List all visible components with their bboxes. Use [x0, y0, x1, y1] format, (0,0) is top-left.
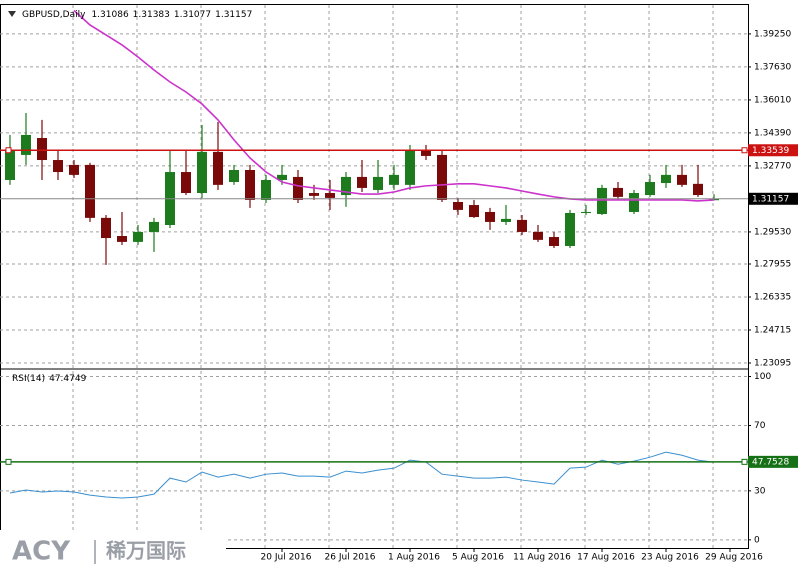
candle-body	[357, 176, 367, 188]
candle-body	[485, 211, 495, 222]
candle-body	[469, 205, 479, 218]
y-tick-label: 1.32770	[754, 161, 791, 171]
level-handle	[5, 147, 12, 154]
y-tick-label: 1.29530	[754, 227, 791, 237]
candle-body	[453, 201, 463, 210]
plot: 20 Jul 2016 26 Jul 2016 1 Aug 2016 5 Aug 20…	[0, 5, 798, 563]
symbol: GBPUSD,Daily	[22, 10, 86, 20]
candle-body	[661, 174, 671, 184]
price-label-box	[748, 455, 798, 468]
open: 1.31086	[91, 10, 128, 20]
candle-body	[373, 176, 383, 190]
candle-body	[581, 211, 591, 213]
price-label-box	[748, 192, 798, 205]
candle-body	[229, 170, 239, 183]
x-tick-label: 23 Aug 2016	[641, 553, 699, 563]
moving-average	[73, 9, 715, 202]
y-tick-label: 1.36010	[754, 95, 791, 105]
x-tick-label: 26 Jul 2016	[325, 553, 376, 563]
logo-box	[0, 530, 226, 575]
candle-body	[517, 219, 527, 232]
candles	[5, 112, 719, 265]
x-tick-label: 1 Aug 2016	[388, 553, 440, 563]
candle-body	[85, 164, 95, 218]
level-handle	[5, 458, 12, 465]
candle-body	[533, 231, 543, 240]
candle-body	[613, 187, 623, 197]
candle-body	[501, 218, 511, 222]
rsi-title: RSI(14)	[12, 374, 45, 384]
y-tick-label: 1.24715	[754, 326, 791, 336]
price-label: 47.7528	[752, 457, 789, 467]
candle-body	[117, 236, 127, 242]
x-tick-label: 5 Aug 2016	[452, 553, 504, 563]
rsi-value: 47.4749	[49, 374, 86, 384]
candle-body	[709, 198, 719, 201]
low: 1.31077	[174, 10, 211, 20]
y-tick-label: 1.27955	[754, 260, 791, 270]
candle-body	[37, 138, 47, 161]
level-handle	[741, 147, 748, 154]
candle-body	[293, 176, 303, 200]
price-label-box	[748, 144, 798, 157]
level-handle	[741, 458, 748, 465]
header-arrow	[8, 11, 16, 17]
candle-body	[69, 164, 79, 175]
candle-body	[597, 187, 607, 214]
y-tick-label: 1.37630	[754, 62, 791, 72]
candle-body	[53, 160, 63, 173]
candle-body	[245, 170, 255, 200]
candle-body	[181, 172, 191, 194]
candle-body	[405, 150, 415, 185]
y-tick-label: 30	[754, 486, 766, 496]
candle-body	[5, 150, 15, 180]
candle-body	[389, 174, 399, 185]
candle-body	[213, 151, 223, 185]
candle-body	[197, 151, 207, 194]
candle-body	[21, 134, 31, 155]
candle-body	[341, 176, 351, 196]
header: GBPUSD,Daily 1.31086 1.31383 1.31077 1.31157	[22, 10, 252, 20]
x-tick-label: 20 Jul 2016	[261, 553, 312, 563]
price-label: 1.33539	[752, 146, 789, 156]
candle-body	[421, 150, 431, 156]
y-tick-label: 1.39250	[754, 29, 791, 39]
x-tick-label: 29 Aug 2016	[705, 553, 763, 563]
candle-body	[101, 217, 111, 239]
candle-body	[149, 221, 159, 232]
candle-body	[261, 179, 271, 200]
candle-body	[645, 182, 655, 196]
candle-body	[677, 174, 687, 185]
x-tick-label: 11 Aug 2016	[513, 553, 571, 563]
rsi-header: RSI(14) 47.4749	[12, 374, 87, 384]
y-tick-label: 1.26335	[754, 293, 791, 303]
y-tick-label: 100	[754, 372, 771, 382]
candle-body	[309, 193, 319, 196]
candle-body	[629, 193, 639, 212]
candle-body	[277, 174, 287, 180]
y-tick-label: 1.34390	[754, 128, 791, 138]
logo-brand: ACY	[12, 537, 71, 567]
candle-body	[325, 193, 335, 198]
candle-body	[133, 231, 143, 242]
candle-body	[437, 154, 447, 200]
y-tick-label: 1.23095	[754, 359, 791, 369]
high: 1.31383	[133, 10, 170, 20]
logo-name: 稀万国际	[106, 539, 186, 563]
price-label: 1.31157	[752, 194, 789, 204]
candle-body	[565, 212, 575, 246]
candle-body	[693, 183, 703, 196]
candle-body	[549, 237, 559, 246]
x-tick-label: 17 Aug 2016	[577, 553, 635, 563]
close: 1.31157	[215, 10, 252, 20]
y-tick-label: 70	[754, 421, 766, 431]
frame	[0, 4, 749, 549]
y-tick-label: 0	[754, 535, 760, 545]
